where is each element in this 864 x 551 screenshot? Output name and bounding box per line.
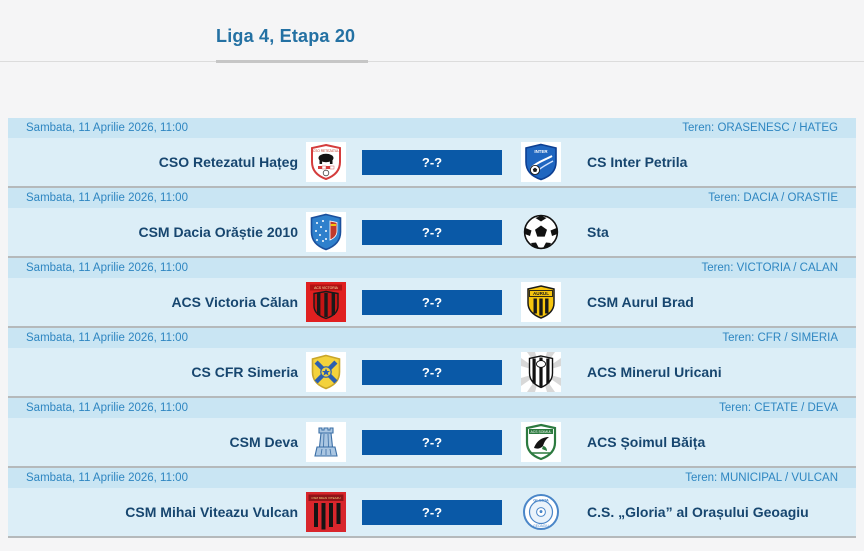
match-venue: Teren: MUNICIPAL / VULCAN — [685, 472, 838, 484]
match-card: Sambata, 11 Aprilie 2026, 11:00 Teren: M… — [8, 468, 856, 538]
home-team-crest-victoria-calan: ACS VICTORIA — [306, 282, 346, 322]
match-header: Sambata, 11 Aprilie 2026, 11:00 Teren: O… — [8, 118, 856, 138]
match-venue: Teren: CETATE / DEVA — [719, 402, 838, 414]
active-tab-underline — [216, 60, 368, 63]
away-team-name[interactable]: CS Inter Petrila — [587, 154, 688, 170]
svg-text:AURUL: AURUL — [533, 291, 549, 296]
match-card: Sambata, 11 Aprilie 2026, 11:00 Teren: C… — [8, 398, 856, 468]
match-body: CSM Mihai Viteazu Vulcan CSM MIHAI VITEA… — [8, 488, 856, 536]
match-body: CSM Dacia Orăștie 2010 ?-? Sta — [8, 208, 856, 256]
away-team-crest-gloria-geoagiu: GLORIA GEOAGIU — [521, 492, 561, 532]
match-body: CSM Deva ?-? ACS ȘOIMUL ACS Șoimul Băița — [8, 418, 856, 466]
match-body: CS CFR Simeria ?-? ACS Minerul Uricani — [8, 348, 856, 396]
home-team-crest-dacia-orastie — [306, 212, 346, 252]
svg-text:ACS ȘOIMUL: ACS ȘOIMUL — [531, 430, 552, 434]
home-team-name[interactable]: CS CFR Simeria — [191, 364, 298, 380]
match-datetime: Sambata, 11 Aprilie 2026, 11:00 — [26, 122, 188, 134]
match-card: Sambata, 11 Aprilie 2026, 11:00 Teren: D… — [8, 188, 856, 258]
match-venue: Teren: CFR / SIMERIA — [722, 332, 838, 344]
match-header: Sambata, 11 Aprilie 2026, 11:00 Teren: V… — [8, 258, 856, 278]
score-button[interactable]: ?-? — [362, 359, 502, 385]
svg-text:CSM MIHAI VITEAZU: CSM MIHAI VITEAZU — [311, 496, 340, 500]
home-team-crest-retezatul-hateg: CSO RETEZATUL — [306, 142, 346, 182]
match-list: Sambata, 11 Aprilie 2026, 11:00 Teren: O… — [8, 118, 856, 538]
svg-text:GLORIA: GLORIA — [533, 498, 549, 503]
home-team-name[interactable]: ACS Victoria Călan — [171, 294, 298, 310]
match-datetime: Sambata, 11 Aprilie 2026, 11:00 — [26, 332, 188, 344]
home-team-crest-csm-deva — [306, 422, 346, 462]
home-team-name[interactable]: CSO Retezatul Hațeg — [158, 154, 298, 170]
away-team-crest-aurul-brad: AURUL — [521, 282, 561, 322]
match-datetime: Sambata, 11 Aprilie 2026, 11:00 — [26, 192, 188, 204]
score-button[interactable]: ?-? — [362, 219, 502, 245]
home-team-name[interactable]: CSM Mihai Viteazu Vulcan — [125, 504, 298, 520]
match-datetime: Sambata, 11 Aprilie 2026, 11:00 — [26, 402, 188, 414]
match-venue: Teren: ORASENESC / HATEG — [682, 122, 838, 134]
away-team-crest-inter-petrila: INTER — [521, 142, 561, 182]
header-divider — [0, 60, 864, 63]
match-body: CSO Retezatul Hațeg CSO RETEZATUL ?-? IN… — [8, 138, 856, 186]
away-team-name[interactable]: Sta — [587, 224, 609, 240]
away-team-name[interactable]: ACS Minerul Uricani — [587, 364, 722, 380]
match-header: Sambata, 11 Aprilie 2026, 11:00 Teren: D… — [8, 188, 856, 208]
home-team-crest-mihai-viteazu-vulcan: CSM MIHAI VITEAZU — [306, 492, 346, 532]
match-card: Sambata, 11 Aprilie 2026, 11:00 Teren: C… — [8, 328, 856, 398]
away-team-crest-soimul-baita: ACS ȘOIMUL — [521, 422, 561, 462]
match-datetime: Sambata, 11 Aprilie 2026, 11:00 — [26, 472, 188, 484]
svg-text:CSO RETEZATUL: CSO RETEZATUL — [313, 149, 339, 153]
match-datetime: Sambata, 11 Aprilie 2026, 11:00 — [26, 262, 188, 274]
score-button[interactable]: ?-? — [362, 499, 502, 525]
away-team-name[interactable]: ACS Șoimul Băița — [587, 434, 706, 450]
match-header: Sambata, 11 Aprilie 2026, 11:00 Teren: C… — [8, 328, 856, 348]
score-button[interactable]: ?-? — [362, 289, 502, 315]
away-team-name[interactable]: C.S. „Gloria” al Orașului Geoagiu — [587, 504, 809, 520]
away-team-crest-minerul-uricani — [521, 352, 561, 392]
score-button[interactable]: ?-? — [362, 149, 502, 175]
page-title: Liga 4, Etapa 20 — [216, 26, 356, 46]
match-body: ACS Victoria Călan ACS VICTORIA ?-? AURU… — [8, 278, 856, 326]
svg-text:INTER: INTER — [534, 149, 548, 154]
home-team-name[interactable]: CSM Dacia Orăștie 2010 — [138, 224, 298, 240]
away-team-crest-ball — [521, 212, 561, 252]
home-team-name[interactable]: CSM Deva — [229, 434, 298, 450]
svg-text:GEOAGIU: GEOAGIU — [533, 524, 549, 528]
page-header: Liga 4, Etapa 20 — [0, 0, 864, 48]
match-venue: Teren: DACIA / ORASTIE — [708, 192, 838, 204]
svg-text:ACS VICTORIA: ACS VICTORIA — [314, 286, 339, 290]
score-button[interactable]: ?-? — [362, 429, 502, 455]
match-card: Sambata, 11 Aprilie 2026, 11:00 Teren: V… — [8, 258, 856, 328]
match-venue: Teren: VICTORIA / CALAN — [701, 262, 838, 274]
match-header: Sambata, 11 Aprilie 2026, 11:00 Teren: C… — [8, 398, 856, 418]
match-header: Sambata, 11 Aprilie 2026, 11:00 Teren: M… — [8, 468, 856, 488]
away-team-name[interactable]: CSM Aurul Brad — [587, 294, 694, 310]
home-team-crest-cfr-simeria — [306, 352, 346, 392]
match-card: Sambata, 11 Aprilie 2026, 11:00 Teren: O… — [8, 118, 856, 188]
